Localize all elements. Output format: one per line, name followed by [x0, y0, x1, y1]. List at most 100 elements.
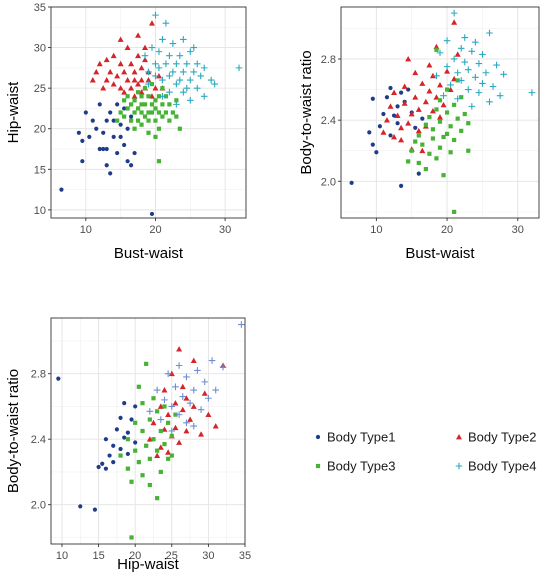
data-point-body-type3 [166, 420, 171, 425]
x-axis-title: Bust-waist [405, 245, 475, 262]
y-tick-label: 2.4 [321, 115, 336, 127]
data-point-body-type1 [111, 460, 116, 465]
data-point-body-type2 [415, 106, 422, 112]
data-point-body-type3 [147, 417, 152, 422]
data-point-body-type2 [110, 81, 117, 87]
data-point-body-type2 [138, 77, 145, 83]
data-point-body-type3 [437, 145, 443, 150]
data-point-body-type3 [427, 114, 432, 120]
data-point-body-type4 [440, 92, 447, 99]
data-point-body-type4 [457, 77, 465, 84]
data-point-body-type3 [167, 118, 172, 123]
data-point-body-type2 [145, 77, 152, 83]
data-point-body-type2 [183, 395, 190, 401]
data-point-body-type3 [128, 118, 134, 123]
data-point-body-type3 [139, 110, 144, 115]
data-point-body-type1 [103, 437, 109, 442]
data-point-body-type2 [124, 77, 131, 83]
data-point-body-type4 [454, 69, 461, 77]
data-point-body-type2 [107, 68, 114, 75]
data-point-body-type1 [391, 113, 397, 118]
data-point-body-type3 [147, 456, 152, 461]
data-point-body-type2 [405, 55, 412, 62]
data-point-body-type2 [135, 81, 142, 87]
data-point-body-type2 [190, 357, 197, 363]
data-point-body-type4 [475, 60, 483, 67]
data-point-body-type1 [388, 133, 393, 138]
data-point-body-type2 [451, 19, 458, 25]
data-point-body-type3 [162, 442, 167, 447]
data-point-body-type4 [472, 38, 479, 46]
data-point-body-type4 [145, 68, 152, 76]
y-axis-title: Body-to-waist ratio [298, 50, 315, 174]
data-point-body-type1 [100, 461, 105, 466]
data-point-body-type2 [135, 52, 142, 59]
data-point-body-type3 [444, 131, 450, 137]
data-point-body-type3 [455, 116, 460, 121]
data-point-body-type3 [125, 437, 130, 442]
panel-border [50, 317, 246, 545]
data-point-body-type1 [56, 376, 61, 381]
data-point-body-type3 [129, 479, 134, 484]
data-point-body-type2 [398, 137, 405, 143]
data-point-body-type4 [454, 95, 461, 103]
data-point-body-type2 [190, 403, 197, 409]
data-point-body-type3 [162, 404, 167, 409]
data-point-body-type1 [104, 163, 109, 168]
data-point-body-type2 [121, 68, 128, 75]
data-point-body-type2 [405, 120, 412, 126]
data-point-body-type3 [118, 453, 123, 458]
legend-item-body-type3: Body Type3 [315, 459, 395, 474]
y-tick-label: 2.4 [31, 434, 46, 446]
data-point-body-type4 [207, 76, 215, 84]
data-point-body-type3 [122, 114, 127, 119]
data-point-body-type2 [422, 98, 429, 105]
data-point-body-type4 [193, 60, 201, 68]
data-point-body-type1 [108, 110, 113, 115]
data-point-body-type1 [94, 126, 99, 131]
data-point-body-type2 [146, 436, 153, 442]
data-point-body-type1 [115, 102, 120, 107]
data-point-body-type4 [457, 44, 465, 52]
data-point-body-type3 [118, 110, 123, 115]
x-tick-label: 10 [56, 550, 68, 562]
data-point-body-type3 [151, 396, 156, 401]
data-point-body-type1 [104, 118, 109, 123]
data-point-body-type4 [172, 383, 179, 391]
data-point-body-type3 [149, 81, 155, 87]
data-point-body-type3 [174, 114, 179, 119]
data-point-body-type2 [93, 68, 100, 75]
data-point-body-type2 [187, 416, 194, 422]
data-point-body-type4 [461, 58, 469, 66]
data-point-body-type4 [173, 60, 180, 68]
y-tick-label: 2.8 [321, 54, 336, 66]
legend-label: Body Type3 [327, 459, 395, 474]
data-point-body-type4 [190, 386, 198, 394]
legend-label: Body Type4 [468, 459, 536, 474]
data-point-body-type2 [176, 439, 183, 445]
data-point-body-type2 [89, 77, 96, 83]
data-point-body-type2 [419, 147, 426, 154]
data-point-body-type2 [168, 370, 175, 377]
data-point-body-type2 [131, 93, 138, 99]
data-point-body-type3 [441, 173, 446, 178]
data-point-body-type4 [159, 92, 166, 100]
data-point-body-type2 [201, 390, 208, 396]
data-point-body-type4 [180, 36, 187, 43]
data-point-body-type4 [141, 52, 149, 59]
x-axis-title: Bust-waist [114, 245, 184, 262]
data-point-body-type3 [139, 94, 144, 99]
scatter-panel-hip-vs-bust: 10 20 30 10 15 20 25 30 35 Bust-waist Hip-waist [5, 2, 247, 262]
data-point-body-type4 [146, 408, 154, 415]
data-point-body-type3 [125, 466, 130, 471]
x-tick-label: 20 [441, 224, 453, 236]
data-point-body-type3 [416, 133, 421, 138]
legend-item-body-type4: Body Type4 [455, 459, 536, 474]
data-point-body-type3 [462, 111, 467, 117]
data-point-body-type2 [212, 423, 219, 429]
data-point-body-type1 [125, 126, 130, 131]
data-point-body-type3 [115, 118, 120, 123]
x-tick-label: 20 [149, 224, 161, 236]
data-point-body-type3 [139, 102, 144, 107]
data-point-body-type3 [459, 95, 464, 100]
